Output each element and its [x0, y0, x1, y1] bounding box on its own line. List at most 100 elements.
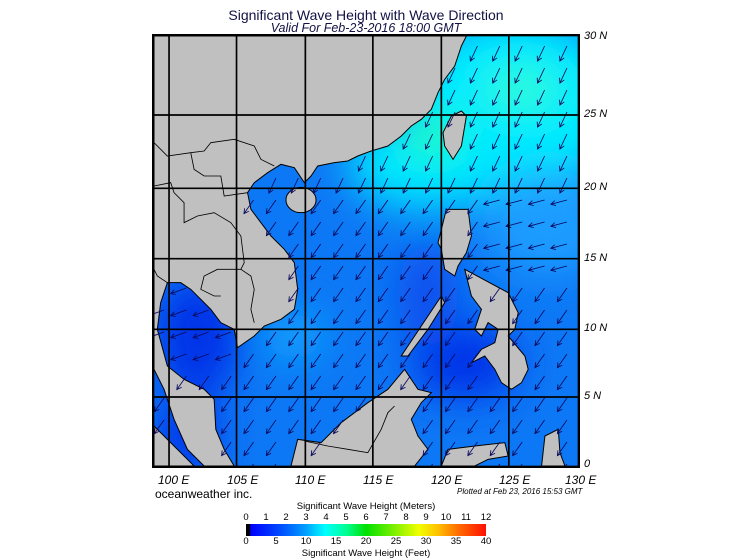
- wave-direction-arrow: [310, 353, 322, 369]
- wave-direction-arrow: [335, 177, 344, 194]
- wave-direction-arrow: [377, 331, 389, 347]
- wave-direction-arrow: [549, 199, 568, 206]
- wave-direction-arrow: [536, 45, 545, 62]
- colorbar-title-feet: Significant Wave Height (Feet): [301, 548, 431, 559]
- wave-direction-arrow: [243, 375, 254, 391]
- colorbar: [246, 524, 486, 536]
- wave-direction-arrow: [447, 67, 456, 84]
- lon-label: 110 E: [295, 473, 326, 487]
- wave-direction-arrow: [377, 309, 389, 325]
- colorbar-tick-feet: 5: [273, 536, 279, 547]
- wave-direction-arrow: [310, 199, 322, 215]
- wave-direction-arrow: [527, 265, 545, 272]
- wave-direction-arrow: [310, 287, 322, 303]
- wave-direction-arrow: [491, 133, 501, 150]
- wave-direction-arrow: [556, 287, 568, 303]
- wave-direction-arrow: [265, 221, 277, 237]
- wave-direction-arrow: [400, 265, 411, 281]
- wave-direction-arrow: [556, 441, 568, 457]
- wave-direction-arrow: [265, 199, 277, 215]
- wave-direction-arrow: [512, 397, 523, 413]
- wave-direction-arrow: [288, 331, 299, 347]
- wave-direction-arrow: [469, 177, 478, 194]
- wave-direction-arrow: [514, 45, 523, 62]
- wave-direction-arrow: [333, 331, 344, 347]
- colorbar-tick-meters: 11: [461, 512, 471, 523]
- wave-direction-arrow: [154, 419, 165, 435]
- wave-direction-arrow: [357, 177, 366, 194]
- wave-direction-arrow: [312, 177, 322, 194]
- colorbar-tick-feet: 40: [480, 536, 492, 547]
- wave-direction-arrow: [422, 397, 434, 413]
- wave-direction-arrow: [288, 419, 299, 435]
- wave-direction-arrow: [357, 155, 366, 172]
- lat-label: 10 N: [584, 322, 608, 334]
- wave-direction-arrow: [514, 89, 523, 106]
- graticule: [154, 36, 578, 466]
- wave-direction-arrow: [265, 397, 277, 413]
- wave-direction-arrow: [534, 309, 545, 325]
- wave-direction-arrow: [512, 331, 523, 347]
- wave-direction-arrow: [288, 353, 299, 369]
- wave-direction-arrow: [444, 331, 456, 347]
- wave-direction-arrow: [243, 441, 254, 457]
- land-hainan: [285, 186, 317, 214]
- colorbar-tick-feet: 30: [420, 536, 432, 547]
- lat-label: 25 N: [584, 108, 608, 120]
- wave-direction-arrow: [192, 331, 209, 339]
- colorbar-tick-meters: 7: [383, 512, 389, 523]
- wave-direction-arrow: [243, 419, 254, 435]
- colorbar-tick-meters: 3: [303, 512, 309, 523]
- wave-direction-arrow: [467, 375, 478, 391]
- wave-direction-arrow: [514, 155, 523, 172]
- colorbar-tick-meters: 12: [480, 512, 492, 523]
- wave-direction-arrow: [310, 221, 322, 237]
- land-borneo: [290, 368, 433, 466]
- wave-direction-arrow: [355, 353, 366, 369]
- wave-direction-arrow: [355, 375, 366, 391]
- land-masses: [154, 36, 566, 466]
- wave-direction-arrow: [333, 243, 344, 259]
- wave-direction-arrow: [169, 309, 187, 317]
- wave-direction-arrow: [268, 177, 277, 194]
- wave-direction-arrow: [400, 287, 411, 303]
- wave-direction-arrow: [514, 177, 523, 194]
- wave-direction-arrow: [491, 177, 501, 194]
- wave-direction-arrow: [556, 397, 568, 413]
- wave-direction-arrow: [265, 441, 277, 457]
- lon-label: 125 E: [499, 473, 531, 487]
- land-visayas-mindanao: [463, 268, 529, 390]
- wave-direction-arrow: [491, 89, 501, 106]
- wave-direction-arrow: [355, 199, 366, 215]
- wave-direction-arrow: [536, 67, 545, 84]
- wave-direction-arrow: [556, 309, 568, 325]
- wave-direction-arrow: [198, 375, 210, 391]
- wave-direction-arrow: [447, 89, 456, 106]
- wave-direction-arrow: [422, 375, 434, 391]
- wave-direction-arrow: [333, 419, 344, 435]
- wave-direction-arrow: [377, 353, 389, 369]
- wave-direction-arrow: [422, 199, 434, 215]
- wave-direction-arrow: [512, 441, 523, 457]
- wave-direction-arrow: [288, 397, 299, 413]
- colorbar-tick-meters: 1: [263, 512, 269, 523]
- lon-label: 105 E: [227, 473, 259, 487]
- wave-direction-arrow: [400, 199, 411, 215]
- wave-direction-arrow: [559, 133, 568, 150]
- wave-direction-arrow: [469, 133, 478, 150]
- wave-direction-arrow: [556, 353, 568, 369]
- wave-direction-arrow: [355, 331, 366, 347]
- wave-direction-arrow: [527, 221, 545, 228]
- wave-direction-arrow: [444, 309, 456, 325]
- wave-direction-arrow: [559, 67, 568, 84]
- wave-direction-arrow: [469, 45, 478, 62]
- wave-direction-arrow: [527, 243, 545, 250]
- wave-direction-arrow: [536, 133, 545, 150]
- land-asia-mainland: [154, 36, 467, 466]
- wave-direction-arrow: [333, 265, 344, 281]
- wave-direction-arrow: [221, 397, 232, 413]
- wave-direction-arrow: [214, 353, 232, 361]
- wave-direction-arrow: [333, 375, 344, 391]
- wave-direction-arrow: [444, 419, 456, 435]
- wave-direction-arrow: [514, 67, 523, 84]
